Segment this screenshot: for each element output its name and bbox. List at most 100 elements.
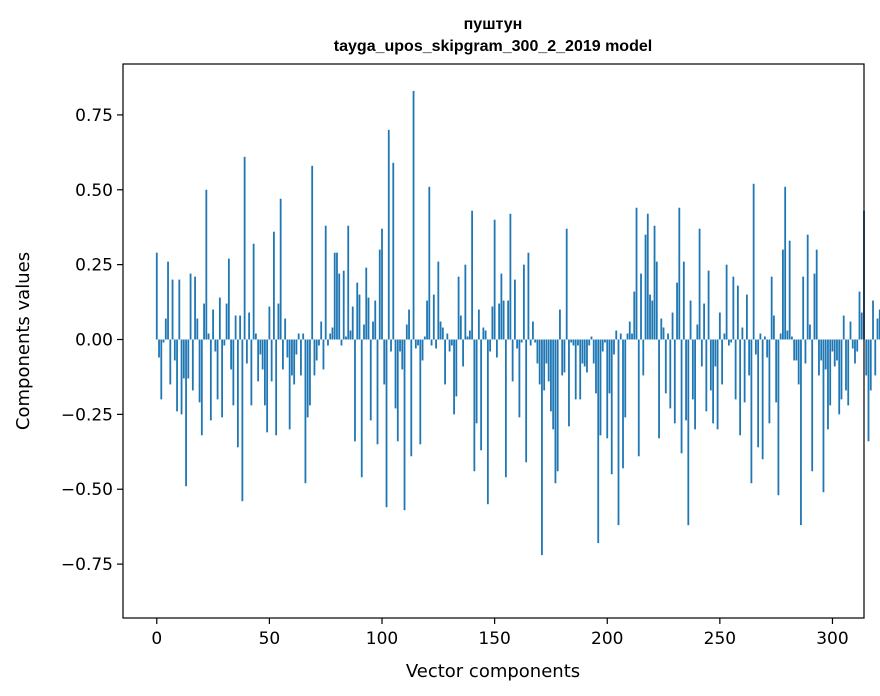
bar: [266, 339, 269, 433]
bar: [865, 339, 868, 376]
bar: [676, 282, 678, 340]
bar: [414, 339, 417, 349]
bar: [234, 315, 237, 340]
bar: [721, 339, 724, 385]
bar: [385, 339, 388, 508]
bar: [180, 339, 183, 415]
bar: [185, 339, 187, 487]
bar: [833, 339, 836, 367]
bar: [360, 339, 363, 478]
bar: [471, 210, 473, 340]
bar: [878, 309, 880, 340]
bar: [282, 339, 284, 370]
bar: [700, 339, 703, 367]
y-tick-label: 0.75: [75, 106, 113, 126]
bar: [448, 339, 451, 352]
bar: [173, 339, 176, 361]
bar: [295, 339, 298, 355]
bar: [635, 207, 638, 340]
bar: [739, 339, 742, 436]
bar: [541, 339, 543, 556]
bar: [752, 183, 755, 340]
bars-group: [155, 90, 880, 556]
bar: [324, 225, 327, 340]
bar: [293, 339, 296, 385]
y-tick-label: 0.25: [75, 256, 113, 276]
bar: [854, 339, 856, 364]
bar: [270, 339, 273, 382]
bar: [570, 339, 573, 343]
bar: [254, 333, 257, 340]
bar: [869, 339, 872, 391]
bar: [577, 339, 579, 346]
bar: [565, 228, 568, 340]
bar: [703, 303, 705, 340]
y-tick-label: −0.50: [61, 480, 113, 500]
bar: [428, 186, 431, 340]
bar: [712, 339, 714, 424]
bar: [793, 339, 796, 361]
bar: [601, 339, 604, 352]
bar: [441, 327, 444, 340]
bar: [475, 339, 478, 424]
bar: [773, 315, 775, 340]
x-tick-label: 250: [704, 629, 736, 649]
bar: [786, 330, 789, 340]
bar: [667, 333, 669, 340]
bar: [847, 339, 850, 406]
bar: [277, 303, 280, 340]
bar: [644, 234, 647, 340]
bar: [313, 339, 316, 376]
bar: [345, 336, 347, 340]
bar: [200, 339, 203, 436]
bar: [432, 294, 435, 340]
bar: [493, 219, 496, 340]
bar: [822, 339, 825, 493]
bar: [845, 339, 847, 391]
bar: [268, 306, 271, 340]
bar: [205, 189, 208, 340]
bar: [824, 339, 827, 370]
y-axis-label: Components values: [13, 252, 34, 430]
bar: [836, 339, 838, 361]
bar: [311, 165, 314, 340]
bar: [365, 267, 368, 340]
bar: [358, 294, 361, 340]
bar: [331, 327, 334, 340]
bar: [459, 315, 462, 340]
bar: [516, 339, 519, 349]
bar: [419, 339, 422, 445]
bar: [851, 339, 854, 349]
bar: [766, 339, 769, 358]
bar: [759, 333, 762, 340]
bar: [457, 276, 460, 340]
bar: [615, 330, 618, 340]
bar: [761, 339, 764, 460]
bar: [741, 327, 744, 340]
bar: [583, 339, 586, 367]
bar: [664, 339, 667, 394]
bar: [236, 339, 239, 448]
bar: [520, 339, 523, 343]
bar: [626, 333, 629, 340]
bar: [831, 339, 834, 352]
bar: [356, 282, 359, 340]
bar: [534, 339, 537, 343]
bar: [309, 339, 311, 406]
bar: [764, 336, 766, 340]
bar: [646, 213, 649, 340]
bar: [342, 270, 345, 340]
bar: [248, 312, 251, 340]
bar: [586, 339, 588, 373]
bar: [613, 339, 615, 355]
bar: [484, 330, 487, 340]
bar: [207, 333, 210, 340]
bar: [189, 273, 192, 340]
bar: [495, 339, 498, 358]
bar: [405, 324, 408, 340]
bar: [811, 339, 814, 472]
x-tick-label: 200: [591, 629, 623, 649]
bar: [658, 339, 660, 439]
bar: [196, 318, 199, 340]
